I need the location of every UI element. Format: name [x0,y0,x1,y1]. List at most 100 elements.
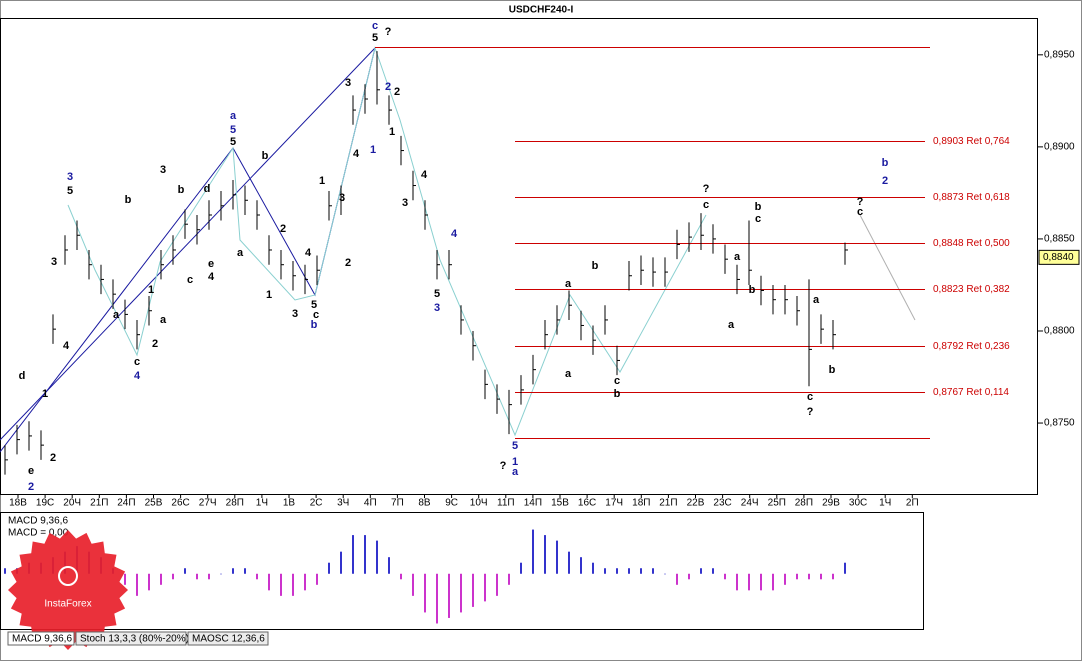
x-tick-label: 1В [283,498,296,509]
retracement-label: 0,8873 Ret 0,618 [933,192,1010,203]
macd-bar [448,573,450,618]
wave-label: e [208,258,214,270]
wave-label: c [134,356,140,368]
logo-icon [58,566,78,586]
x-tick-label: 24Ч [741,498,759,509]
y-tick-label: 0,8950 [1044,49,1075,60]
wave-label: ? [385,26,392,38]
wave-label: 5 [230,124,236,136]
x-tick-label: 17Ч [605,498,623,509]
macd-bar [556,540,558,574]
wave-label: c [372,20,378,32]
wave-label: c [807,391,813,403]
logo-burst [8,530,128,650]
macd-pane-border [0,512,924,630]
macd-bar [208,573,210,580]
wave-label: b [262,150,269,162]
wave-label: ? [807,406,814,418]
wave-label: 1 [266,289,272,301]
macd-bar [844,562,846,574]
x-tick-label: 25В [145,498,163,509]
wave-label: 2 [50,452,56,464]
wave-label: 4 [353,148,360,160]
wave-label: c [755,213,761,225]
wave-label: 2 [152,338,158,350]
wave-label: a [813,294,820,306]
indicator-tab[interactable]: Stoch 13,3,3 (80%-20%) [75,631,189,646]
macd-bar [832,573,834,580]
wave-label: 1 [319,175,325,187]
wave-label: a [728,319,735,331]
macd-bar [520,562,522,574]
x-tick-label: 15В [551,498,569,509]
macd-bar [496,573,498,596]
wave-label: a [237,247,244,259]
macd-bar [544,535,546,574]
macd-bar [184,568,186,574]
macd-bar [640,568,642,574]
macd-bar [748,573,750,591]
macd-bar [136,573,138,596]
macd-bar [412,573,414,596]
macd-bar [820,573,822,580]
indicator-tab[interactable]: MAOSC 12,36,6 [187,631,269,646]
x-tick-label: 10Ч [470,498,488,509]
x-tick-label: 18П [632,498,650,509]
wave-label: 3 [292,308,298,320]
wave-label: 5 [372,32,378,44]
wave-label: a [160,314,167,326]
indicator-tab[interactable]: MACD 9,36,6 [7,631,75,646]
macd-bar [424,573,426,613]
macd-value: MACD = 0,00 [8,528,69,539]
macd-bar [808,573,810,580]
channel-line [0,47,376,441]
wave-label: 1 [370,144,376,156]
x-tick-label: 18В [9,498,27,509]
x-tick-label: 7П [391,498,404,509]
macd-bar [388,557,390,574]
x-tick-label: 30С [849,498,867,509]
wave-label: c [313,309,319,321]
macd-bar [160,573,162,585]
macd-bar [280,573,282,596]
macd-bar [220,573,222,575]
macd-bar [616,568,618,574]
macd-bar [796,573,798,580]
macd-bar [340,551,342,574]
x-tick-label: 1Ч [879,498,891,509]
wave-label: ? [500,460,507,472]
x-tick-label: 8В [418,498,431,509]
x-tick-label: 21П [90,498,108,509]
wave-label: 4 [305,247,312,259]
x-tick-label: 24П [117,498,135,509]
retracement-label: 0,8767 Ret 0,114 [933,387,1009,398]
macd-bar [652,568,654,574]
macd-bar [760,573,762,591]
macd-bar [532,529,534,574]
x-tick-label: 19С [36,498,54,509]
macd-bar [712,568,714,574]
y-tick-label: 0,8850 [1044,234,1075,245]
x-tick-label: 2С [310,498,323,509]
wave-label: a [734,251,741,263]
macd-bar [664,573,666,575]
macd-bar [232,568,234,574]
macd-bar [784,573,786,585]
macd-bar [304,573,306,591]
projection-line [859,214,916,321]
macd-bar [592,562,594,574]
wave-label: 2 [28,481,34,493]
wave-label: 3 [345,77,351,89]
x-tick-label: 28П [795,498,813,509]
macd-bar [580,557,582,574]
wave-label: a [565,368,572,380]
wave-label: 4 [63,340,70,352]
wave-label: b [829,364,836,376]
wave-label: 3 [339,192,345,204]
wave-label: 5 [311,299,317,311]
wave-label: 5 [230,136,236,148]
tab-label: MAOSC 12,36,6 [192,634,265,645]
macd-bar [256,573,258,580]
wave-label: b [311,319,318,331]
